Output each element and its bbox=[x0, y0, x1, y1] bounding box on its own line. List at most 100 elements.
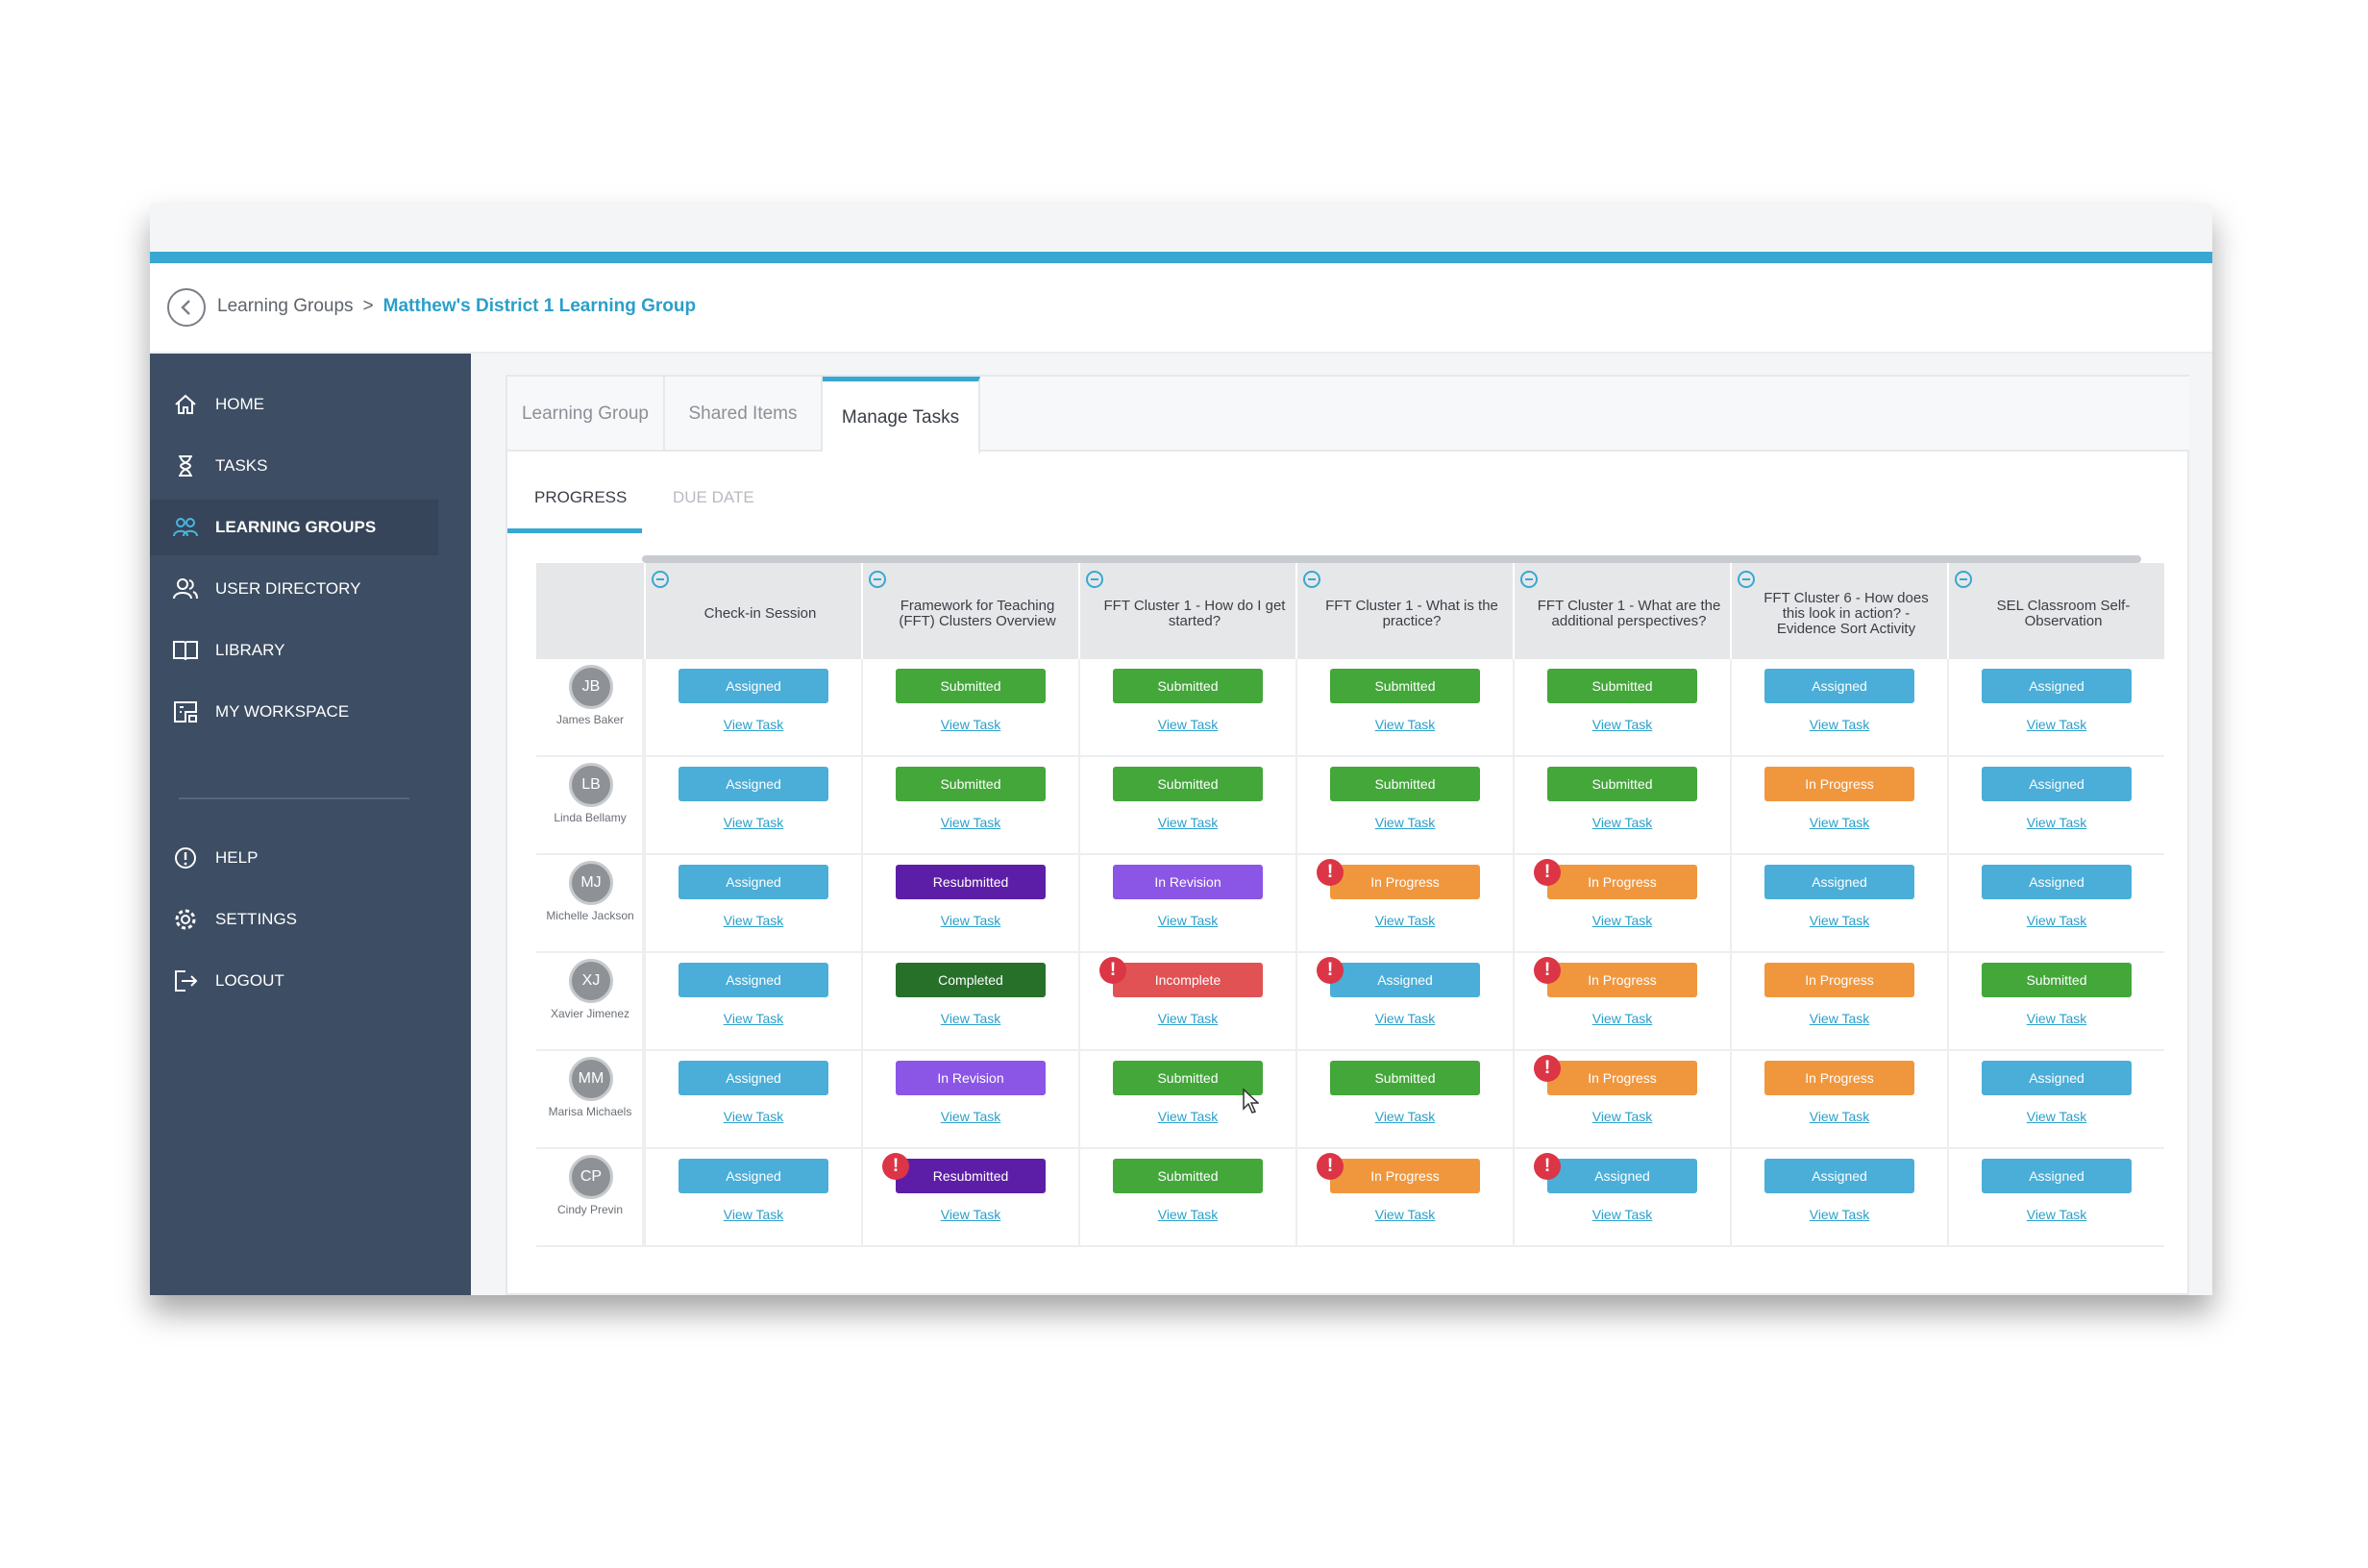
collapse-column-icon[interactable] bbox=[869, 571, 886, 588]
view-task-link[interactable]: View Task bbox=[723, 1207, 784, 1222]
status-button[interactable]: Assigned bbox=[678, 1061, 828, 1095]
sidebar-item-home[interactable]: HOME bbox=[150, 377, 438, 432]
status-button[interactable]: Submitted bbox=[1113, 1061, 1263, 1095]
status-button[interactable]: Assigned bbox=[678, 1159, 828, 1193]
status-button[interactable]: Submitted bbox=[1113, 1159, 1263, 1193]
status-button[interactable]: Incomplete bbox=[1113, 963, 1263, 997]
view-task-link[interactable]: View Task bbox=[1591, 1207, 1653, 1222]
sidebar-item-my-workspace[interactable]: MY WORKSPACE bbox=[150, 684, 438, 740]
status-button[interactable]: Assigned bbox=[1982, 865, 2132, 899]
collapse-column-icon[interactable] bbox=[1955, 571, 1972, 588]
status-button[interactable]: In Progress bbox=[1547, 865, 1697, 899]
collapse-column-icon[interactable] bbox=[1738, 571, 1755, 588]
view-task-link[interactable]: View Task bbox=[1591, 1109, 1653, 1124]
subtab-progress[interactable]: PROGRESS bbox=[534, 488, 628, 506]
status-button[interactable]: Submitted bbox=[896, 669, 1046, 703]
status-button[interactable]: Assigned bbox=[1982, 1159, 2132, 1193]
status-button[interactable]: Submitted bbox=[1547, 669, 1697, 703]
view-task-link[interactable]: View Task bbox=[1591, 717, 1653, 732]
view-task-link[interactable]: View Task bbox=[2026, 1109, 2087, 1124]
view-task-link[interactable]: View Task bbox=[940, 717, 1001, 732]
collapse-column-icon[interactable] bbox=[1520, 571, 1538, 588]
view-task-link[interactable]: View Task bbox=[940, 1011, 1001, 1026]
view-task-link[interactable]: View Task bbox=[2026, 717, 2087, 732]
view-task-link[interactable]: View Task bbox=[1157, 717, 1219, 732]
view-task-link[interactable]: View Task bbox=[1809, 913, 1870, 928]
tab-learning-group[interactable]: Learning Group bbox=[507, 377, 665, 452]
status-button[interactable]: In Progress bbox=[1547, 963, 1697, 997]
status-button[interactable]: In Progress bbox=[1330, 1159, 1480, 1193]
view-task-link[interactable]: View Task bbox=[1374, 1109, 1436, 1124]
view-task-link[interactable]: View Task bbox=[2026, 913, 2087, 928]
view-task-link[interactable]: View Task bbox=[1157, 1207, 1219, 1222]
status-button[interactable]: Resubmitted bbox=[896, 1159, 1046, 1193]
breadcrumb-root[interactable]: Learning Groups bbox=[217, 296, 354, 316]
status-button[interactable]: Assigned bbox=[1982, 767, 2132, 801]
view-task-link[interactable]: View Task bbox=[940, 1109, 1001, 1124]
view-task-link[interactable]: View Task bbox=[723, 913, 784, 928]
view-task-link[interactable]: View Task bbox=[940, 815, 1001, 830]
status-button[interactable]: Submitted bbox=[1113, 669, 1263, 703]
view-task-link[interactable]: View Task bbox=[1591, 815, 1653, 830]
view-task-link[interactable]: View Task bbox=[1374, 1011, 1436, 1026]
view-task-link[interactable]: View Task bbox=[2026, 1207, 2087, 1222]
sidebar-item-settings[interactable]: SETTINGS bbox=[150, 892, 438, 947]
status-button[interactable]: Assigned bbox=[1764, 865, 1914, 899]
view-task-link[interactable]: View Task bbox=[940, 1207, 1001, 1222]
view-task-link[interactable]: View Task bbox=[723, 1109, 784, 1124]
status-button[interactable]: Submitted bbox=[1330, 1061, 1480, 1095]
view-task-link[interactable]: View Task bbox=[2026, 815, 2087, 830]
sidebar-item-library[interactable]: LIBRARY bbox=[150, 623, 438, 678]
view-task-link[interactable]: View Task bbox=[1591, 1011, 1653, 1026]
view-task-link[interactable]: View Task bbox=[1374, 1207, 1436, 1222]
sidebar-item-learning-groups[interactable]: LEARNING GROUPS bbox=[150, 500, 438, 555]
status-button[interactable]: Assigned bbox=[678, 669, 828, 703]
view-task-link[interactable]: View Task bbox=[1809, 717, 1870, 732]
status-button[interactable]: Assigned bbox=[678, 767, 828, 801]
status-button[interactable]: Submitted bbox=[1113, 767, 1263, 801]
view-task-link[interactable]: View Task bbox=[1809, 1109, 1870, 1124]
status-button[interactable]: Submitted bbox=[1982, 963, 2132, 997]
status-button[interactable]: Assigned bbox=[1764, 1159, 1914, 1193]
subtab-due-date[interactable]: DUE DATE bbox=[673, 488, 754, 506]
view-task-link[interactable]: View Task bbox=[1157, 1109, 1219, 1124]
status-button[interactable]: Assigned bbox=[678, 963, 828, 997]
view-task-link[interactable]: View Task bbox=[1591, 913, 1653, 928]
sidebar-item-help[interactable]: HELP bbox=[150, 830, 438, 886]
view-task-link[interactable]: View Task bbox=[1809, 1207, 1870, 1222]
view-task-link[interactable]: View Task bbox=[1809, 815, 1870, 830]
view-task-link[interactable]: View Task bbox=[1374, 815, 1436, 830]
collapse-column-icon[interactable] bbox=[652, 571, 669, 588]
status-button[interactable]: Assigned bbox=[678, 865, 828, 899]
view-task-link[interactable]: View Task bbox=[1374, 913, 1436, 928]
view-task-link[interactable]: View Task bbox=[2026, 1011, 2087, 1026]
tab-shared-items[interactable]: Shared Items bbox=[665, 377, 823, 452]
view-task-link[interactable]: View Task bbox=[723, 717, 784, 732]
status-button[interactable]: Submitted bbox=[1547, 767, 1697, 801]
view-task-link[interactable]: View Task bbox=[1157, 913, 1219, 928]
status-button[interactable]: In Progress bbox=[1330, 865, 1480, 899]
status-button[interactable]: Assigned bbox=[1330, 963, 1480, 997]
status-button[interactable]: Completed bbox=[896, 963, 1046, 997]
status-button[interactable]: In Progress bbox=[1764, 767, 1914, 801]
status-button[interactable]: In Progress bbox=[1764, 1061, 1914, 1095]
view-task-link[interactable]: View Task bbox=[1809, 1011, 1870, 1026]
sidebar-item-tasks[interactable]: TASKS bbox=[150, 438, 438, 494]
view-task-link[interactable]: View Task bbox=[723, 1011, 784, 1026]
view-task-link[interactable]: View Task bbox=[940, 913, 1001, 928]
status-button[interactable]: In Revision bbox=[896, 1061, 1046, 1095]
status-button[interactable]: Assigned bbox=[1547, 1159, 1697, 1193]
status-button[interactable]: Submitted bbox=[896, 767, 1046, 801]
collapse-column-icon[interactable] bbox=[1086, 571, 1103, 588]
status-button[interactable]: In Progress bbox=[1547, 1061, 1697, 1095]
view-task-link[interactable]: View Task bbox=[1157, 815, 1219, 830]
status-button[interactable]: Resubmitted bbox=[896, 865, 1046, 899]
status-button[interactable]: In Revision bbox=[1113, 865, 1263, 899]
status-button[interactable]: Submitted bbox=[1330, 767, 1480, 801]
status-button[interactable]: Assigned bbox=[1764, 669, 1914, 703]
view-task-link[interactable]: View Task bbox=[1157, 1011, 1219, 1026]
status-button[interactable]: Submitted bbox=[1330, 669, 1480, 703]
tab-manage-tasks[interactable]: Manage Tasks bbox=[823, 377, 980, 453]
sidebar-item-logout[interactable]: LOGOUT bbox=[150, 953, 438, 1009]
status-button[interactable]: Assigned bbox=[1982, 1061, 2132, 1095]
